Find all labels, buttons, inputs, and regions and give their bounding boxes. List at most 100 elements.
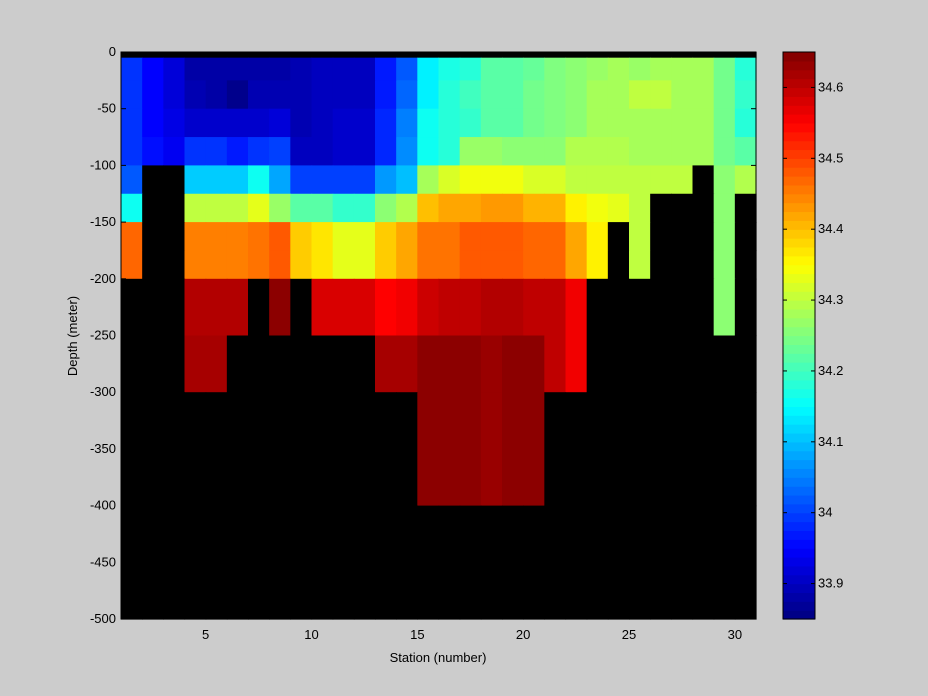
heatmap-cell	[586, 193, 609, 223]
heatmap-cell	[523, 52, 545, 59]
heatmap-cell	[375, 335, 397, 393]
heatmap-cell	[438, 52, 461, 59]
colorbar-ticks: 33.9 34 34.1 34.2 34.3 34.4 34.5 34.6	[783, 79, 843, 591]
heatmap-cell	[650, 250, 672, 280]
heatmap-cell	[480, 57, 503, 81]
heatmap-cell	[565, 108, 588, 138]
heatmap-cell	[480, 392, 503, 507]
heatmap-cell	[734, 80, 757, 110]
x-tick-label: 30	[728, 627, 742, 642]
y-tick-label: -50	[97, 101, 116, 116]
heatmap-cell	[163, 222, 186, 252]
colorbar-band	[783, 424, 815, 434]
heatmap-cell	[226, 80, 249, 110]
heatmap-cell	[629, 222, 651, 252]
heatmap-cell	[417, 392, 440, 507]
heatmap-cell	[269, 52, 291, 59]
y-tick-label: -100	[90, 157, 116, 172]
heatmap-cell	[205, 392, 228, 507]
heatmap-cell	[417, 335, 440, 393]
colorbar-band	[783, 238, 815, 248]
heatmap-cell	[163, 505, 186, 620]
heatmap-cell	[692, 80, 715, 110]
colorbar-band	[783, 264, 815, 275]
heatmap-cell	[650, 335, 672, 393]
heatmap-cell	[650, 137, 672, 166]
heatmap-cell	[226, 52, 249, 59]
colorbar-frame	[782, 51, 816, 620]
heatmap-cell	[713, 335, 736, 393]
heatmap-cell	[734, 335, 757, 393]
heatmap-cell	[650, 80, 672, 110]
y-axis-ticks: 0 -50 -100 -150 -200 -250 -300 -350 -400 -450 -500	[90, 44, 756, 626]
heatmap-cell	[332, 165, 355, 195]
heatmap-cell	[544, 222, 567, 252]
heatmap-cell	[607, 108, 630, 138]
heatmap-cell	[502, 222, 524, 252]
heatmap-cell	[629, 80, 651, 110]
heatmap-cell	[523, 137, 545, 166]
heatmap-cell	[417, 250, 440, 280]
heatmap-cell	[734, 193, 757, 223]
heatmap-cell	[163, 392, 186, 507]
heatmap-cells	[121, 52, 757, 620]
heatmap-cell	[205, 193, 228, 223]
heatmap-cell	[607, 165, 630, 195]
heatmap-cell	[396, 52, 418, 59]
heatmap-cell	[502, 137, 524, 166]
heatmap-cell	[396, 222, 418, 252]
heatmap-cell	[226, 222, 249, 252]
heatmap-cell	[332, 505, 355, 620]
heatmap-cell	[311, 108, 334, 138]
colorbar-band	[783, 300, 815, 310]
heatmap-cell	[311, 222, 334, 252]
colorbar-band	[783, 308, 815, 319]
heatmap-cell	[692, 278, 715, 337]
heatmap-cell	[502, 193, 524, 223]
heatmap-cell	[226, 108, 249, 138]
heatmap-cell	[332, 278, 355, 337]
heatmap-cell	[459, 165, 482, 195]
heatmap-cell	[269, 335, 291, 393]
heatmap-cell	[311, 165, 334, 195]
heatmap-cell	[480, 222, 503, 252]
heatmap-cell	[523, 108, 545, 138]
colorbar-band	[783, 273, 815, 283]
y-tick-label: -450	[90, 554, 116, 569]
colorbar-band	[783, 122, 815, 133]
y-tick-label: 0	[109, 44, 116, 59]
heatmap-cell	[353, 108, 376, 138]
heatmap-cell	[480, 52, 503, 59]
heatmap-cell	[332, 193, 355, 223]
heatmap-cell	[184, 505, 207, 620]
heatmap-cell	[311, 80, 334, 110]
heatmap-cell	[734, 505, 757, 620]
heatmap-cell	[142, 250, 164, 280]
heatmap-cell	[248, 52, 270, 59]
colorbar-band	[783, 220, 815, 230]
x-tick-label: 10	[304, 627, 318, 642]
colorbar-band	[783, 468, 815, 478]
heatmap-cell	[163, 193, 186, 223]
heatmap-cell	[713, 250, 736, 280]
heatmap-cell	[629, 392, 651, 507]
heatmap-cell	[121, 278, 143, 337]
heatmap-cell	[692, 335, 715, 393]
heatmap-cell	[353, 80, 376, 110]
heatmap-cell	[142, 80, 164, 110]
colorbar-band	[783, 539, 815, 549]
heatmap-cell	[396, 335, 418, 393]
colorbar-band	[783, 326, 815, 337]
heatmap-cell	[502, 80, 524, 110]
heatmap-cell	[226, 250, 249, 280]
heatmap-cell	[565, 250, 588, 280]
heatmap-cell	[650, 193, 672, 223]
heatmap-cell	[184, 137, 207, 166]
heatmap-cell	[142, 165, 164, 195]
heatmap-cell	[671, 80, 694, 110]
heatmap-cell	[607, 137, 630, 166]
colorbar-band	[783, 415, 815, 425]
heatmap-cell	[269, 108, 291, 138]
heatmap-cell	[226, 505, 249, 620]
heatmap-cell	[121, 193, 143, 223]
